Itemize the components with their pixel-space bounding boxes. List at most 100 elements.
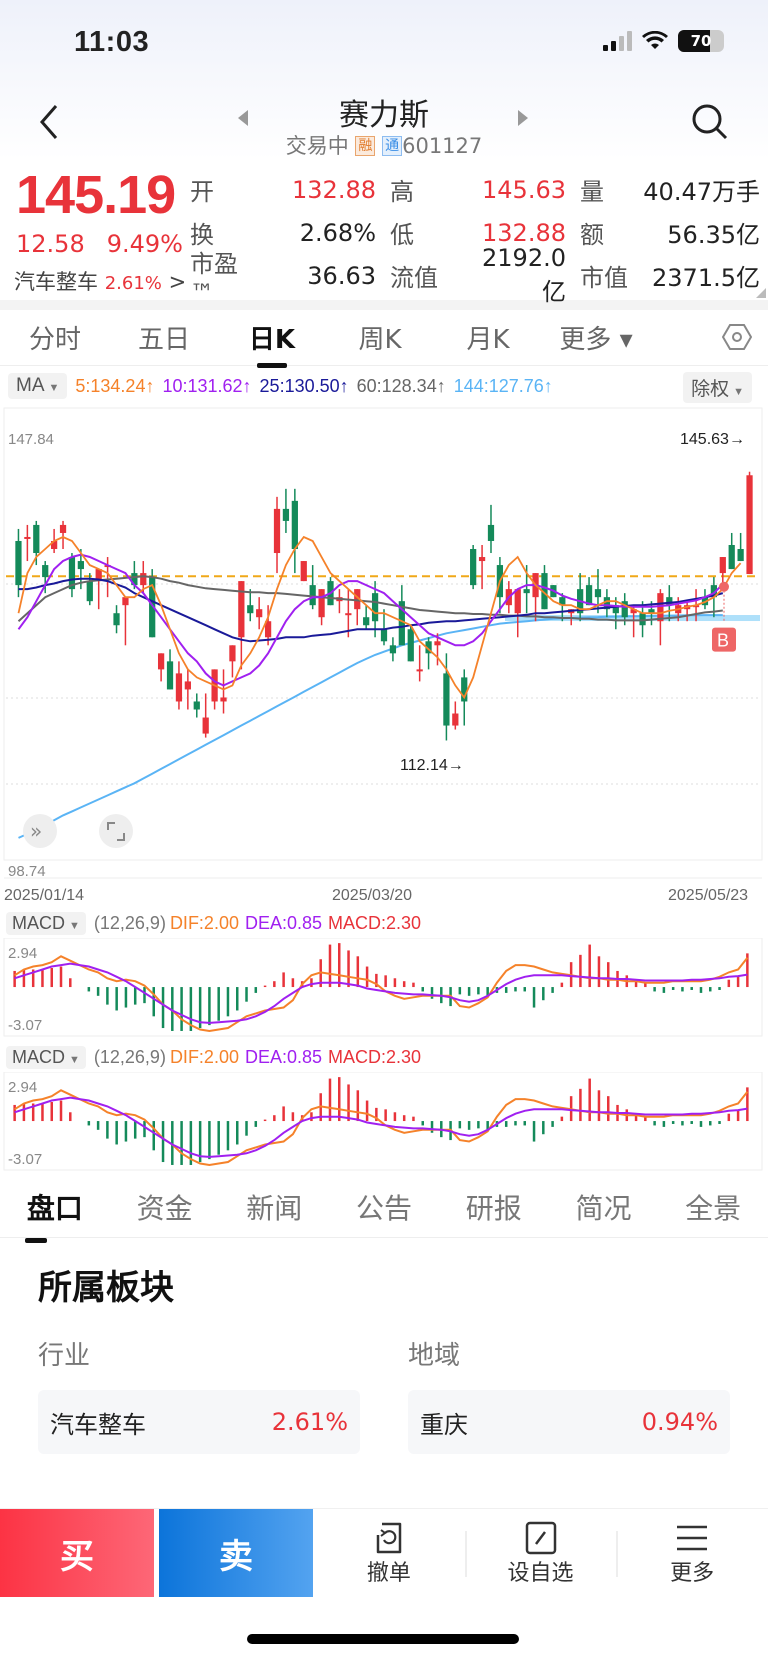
sector-section: 所属板块 行业 汽车整车 2.61% 地域 重庆 0.94% [0,1238,768,1476]
quote-value: 56.35亿 [667,221,760,249]
buy-button[interactable]: 买 [0,1509,154,1597]
connect-badge: 通 [382,136,403,156]
info-tab[interactable]: 公告 [356,1191,413,1225]
settings-icon[interactable] [722,322,752,352]
svg-text:2025/01/14: 2025/01/14 [4,887,84,904]
nav-bar: 赛力斯 交易中 融 通 601127 [0,90,768,160]
expand-corner-icon[interactable] [756,288,766,298]
menu-icon [677,1525,708,1550]
macd-value: MACD:2.30 [328,1046,422,1067]
kline-tab[interactable]: 更多 ▾ [559,325,633,355]
quote-value: 40.47万手 [643,178,760,206]
macd-header: MACD ▼ (12,26,9) DIF:2.00 DEA:0.85 MACD:2.30 [0,1042,768,1072]
svg-text:112.14→: 112.14→ [400,757,464,774]
svg-text:2.94: 2.94 [8,945,37,962]
sector-name: 汽车整车 [14,270,98,294]
macd-params: (12,26,9) [93,1046,166,1067]
quote-label: 市盈™ [190,250,238,307]
region-percent: 0.94% [641,1408,718,1436]
svg-text:98.74: 98.74 [8,863,46,880]
kline-tab[interactable]: 周K [358,325,402,355]
trade-bar: 买 卖 撤单 设自选 更多 [0,1508,768,1598]
dea-value: DEA:0.85 [244,1046,323,1067]
add-watchlist-label: 设自选 [507,1560,574,1586]
home-indicator [247,1634,519,1644]
svg-text:2025/05/23: 2025/05/23 [668,887,748,904]
sector-percent: 2.61% [104,273,162,294]
svg-text:B: B [717,631,729,651]
ma-value: 5:134.24↑ [75,375,155,396]
ma-selector[interactable]: MA ▼ [8,373,68,399]
macd-panels: MACD ▼ (12,26,9) DIF:2.00 DEA:0.85 MACD:2.30 2… [0,908,768,1176]
svg-text:147.84: 147.84 [8,431,54,448]
cancel-order-label: 撤单 [366,1560,411,1586]
info-tab[interactable]: 新闻 [246,1191,303,1225]
macd-value: MACD:2.30 [328,912,422,933]
svg-text:»: » [30,819,42,843]
sell-button[interactable]: 卖 [159,1509,313,1597]
price-change: 12.58 9.49% [16,230,205,258]
back-icon[interactable] [34,102,64,142]
chevron-right-icon: > [168,270,187,294]
industry-heading: 行业 [38,1341,91,1371]
cancel-order-button[interactable]: 撤单 [313,1509,465,1598]
stock-code: 601127 [402,134,483,158]
more-button[interactable]: 更多 [616,1509,768,1598]
macd-selector[interactable]: MACD ▼ [6,1045,86,1069]
info-tab[interactable]: 资金 [136,1191,193,1225]
quote-label: 开 [190,178,214,206]
macd-params: (12,26,9) [93,912,166,933]
info-tab[interactable]: 盘口 [0,1187,110,1243]
next-stock-icon[interactable] [518,110,528,126]
region-heading: 地域 [408,1341,461,1371]
kline-tab[interactable]: 月K [466,325,510,355]
quote-value: 2192.0亿 [482,244,566,306]
search-icon[interactable] [690,102,730,142]
prev-stock-icon[interactable] [238,110,248,126]
stock-name: 赛力斯 [339,98,429,133]
trade-status: 交易中 [285,134,349,158]
adjust-selector[interactable]: 除权 ▼ [683,372,752,403]
kline-tabs: 分时 五日 日K 周K 月K 更多 ▾ [0,310,768,368]
industry-card[interactable]: 汽车整车 2.61% [38,1390,360,1454]
top-bar: 11:03 70 赛力斯 交易中 融 通 601127 [0,0,768,160]
region-name: 重庆 [420,1410,468,1439]
quote-value: 2371.5亿 [652,264,760,292]
candlestick-chart[interactable]: 147.84 98.74 145.63→ 112.14→ B » 2025/01/14 202… [0,406,768,904]
dif-value: DIF:2.00 [169,912,239,933]
quote-value: 132.88 [482,218,566,247]
quote-value: 2.68% [299,218,376,247]
signal-icon [603,31,632,51]
macd-chart[interactable]: 2.94 -3.07 [0,937,768,1038]
industry-column: 行业 汽车整车 2.61% [38,1335,360,1454]
macd-chart[interactable]: 2.94 -3.07 [0,1071,768,1172]
info-tab[interactable]: 全景 [685,1191,742,1225]
info-tab[interactable]: 简况 [575,1191,632,1225]
svg-text:2025/03/20: 2025/03/20 [332,887,412,904]
kline-tab[interactable]: 五日 [137,325,190,355]
quote-value: 36.63 [307,261,376,290]
quote-grid: 开 132.88 高 145.63 量 40.47万手换 2.68% 低 132.88 额 56.3… [190,168,760,308]
kline-tab[interactable]: 日K [218,319,326,368]
ma-bar: MA ▼ 5:134.24↑ 10:131.62↑ 25:130.50↑ 60:128.… [0,366,768,406]
info-tab[interactable]: 研报 [465,1191,522,1225]
add-watchlist-button[interactable]: 设自选 [464,1509,617,1598]
macd-selector[interactable]: MACD ▼ [6,911,86,935]
kline-chart[interactable]: 147.84 98.74 145.63→ 112.14→ B » 2025/01/14 202… [0,406,768,908]
dif-value: DIF:2.00 [169,1046,239,1067]
svg-text:145.63→: 145.63→ [680,431,745,448]
quote-label: 额 [580,221,604,249]
industry-percent: 2.61% [271,1408,348,1436]
wifi-icon [642,31,668,49]
sector-link[interactable]: 汽车整车 2.61% > [14,266,186,296]
quote-panel: 145.19 12.58 9.49% 汽车整车 2.61% > 开 132.88 高 1… [0,160,768,308]
kline-tab[interactable]: 分时 [28,325,81,355]
industry-name: 汽车整车 [50,1410,146,1439]
svg-text:2.94: 2.94 [8,1079,37,1096]
quote-value: 132.88 [292,175,376,204]
status-icons: 70 [603,30,724,52]
svg-text:-3.07: -3.07 [8,1151,42,1168]
region-card[interactable]: 重庆 0.94% [408,1390,730,1454]
change-percent: 9.49% [106,230,183,258]
quote-label: 高 [390,178,414,206]
